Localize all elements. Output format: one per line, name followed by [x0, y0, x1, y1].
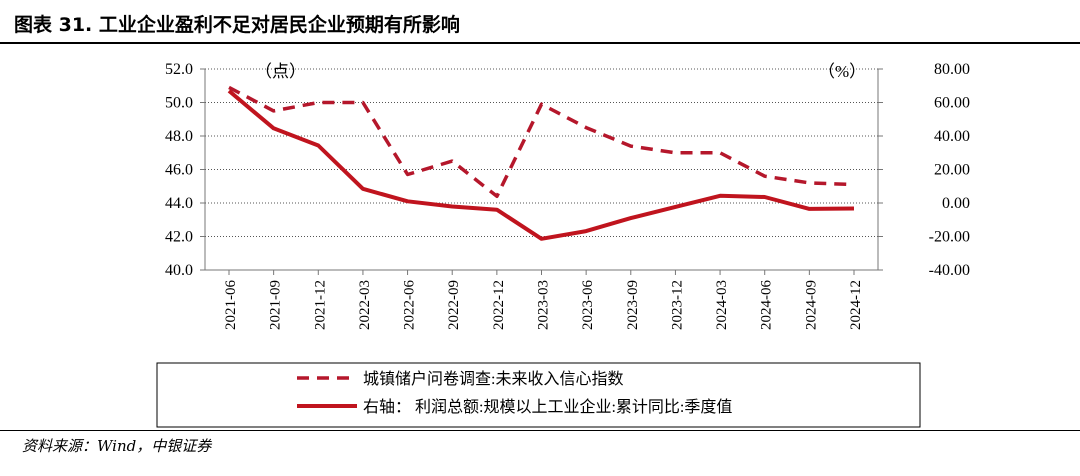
x-tick-label: 2022-03	[357, 280, 373, 330]
right-axis-unit: （%）	[818, 62, 866, 81]
legend: 城镇储户问卷调查:未来收入信心指数 右轴： 利润总额:规模以上工业企业:累计同比…	[156, 362, 921, 428]
x-tick-label: 2023-12	[669, 280, 685, 330]
x-tick-label: 2022-12	[491, 280, 507, 330]
x-tick-label: 2021-12	[312, 280, 328, 330]
legend-box	[156, 362, 921, 428]
x-axis-ticks: 2021-06 2021-09 2021-12 2022-03 2022-06 2022-…	[223, 270, 864, 330]
x-tick-label: 2024-06	[759, 280, 775, 330]
x-tick-label: 2021-06	[223, 280, 239, 330]
left-tick-label: 46.0	[165, 162, 193, 179]
left-axis-ticks: 40.0 42.0 44.0 46.0 48.0 50.0 52.0	[165, 61, 205, 279]
x-tick-label: 2024-09	[803, 280, 819, 330]
right-tick-label: 20.00	[934, 162, 970, 179]
right-axis-ticks: -40.00 -20.00 0.00 20.00 40.00 60.00 80.00	[878, 61, 970, 279]
left-tick-label: 44.0	[165, 195, 193, 212]
right-tick-label: -20.00	[929, 229, 970, 246]
top-rule	[0, 42, 1080, 44]
x-tick-label: 2021-09	[268, 280, 284, 330]
legend-label-industrial-profit: 右轴： 利润总额:规模以上工业企业:累计同比:季度值	[363, 398, 732, 416]
left-tick-label: 50.0	[165, 95, 193, 112]
figure-title: 图表 31. 工业企业盈利不足对居民企业预期有所影响	[14, 14, 460, 36]
legend-label-income-confidence: 城镇储户问卷调查:未来收入信心指数	[363, 370, 623, 388]
x-tick-label: 2022-06	[402, 280, 418, 330]
x-tick-label: 2024-03	[714, 280, 730, 330]
left-tick-label: 48.0	[165, 128, 193, 145]
series-line-1	[228, 85, 855, 199]
right-tick-label: 40.00	[934, 128, 970, 145]
figure-header: 图表 31. 工业企业盈利不足对居民企业预期有所影响	[0, 0, 1080, 44]
line-chart: 40.0 42.0 44.0 46.0 48.0 50.0 52.0 -40.00 -20.0…	[156, 61, 970, 428]
left-axis-unit: （点）	[255, 62, 306, 81]
x-tick-label: 2023-03	[536, 280, 552, 330]
series-lines	[227, 85, 855, 241]
x-tick-label: 2024-12	[848, 280, 864, 330]
source-note: 资料来源：Wind，中银证券	[22, 437, 212, 455]
series-line-2	[227, 89, 855, 241]
bottom-rule	[0, 430, 1080, 431]
left-tick-label: 52.0	[165, 61, 193, 78]
left-tick-label: 42.0	[165, 229, 193, 246]
x-tick-label: 2022-09	[446, 280, 462, 330]
right-tick-label: 80.00	[934, 61, 970, 78]
right-tick-label: -40.00	[929, 262, 970, 279]
right-tick-label: 60.00	[934, 95, 970, 112]
x-tick-label: 2023-09	[625, 280, 641, 330]
right-tick-label: 0.00	[942, 195, 970, 212]
x-tick-label: 2023-06	[580, 280, 596, 330]
left-tick-label: 40.0	[165, 262, 193, 279]
gridlines	[205, 68, 878, 237]
